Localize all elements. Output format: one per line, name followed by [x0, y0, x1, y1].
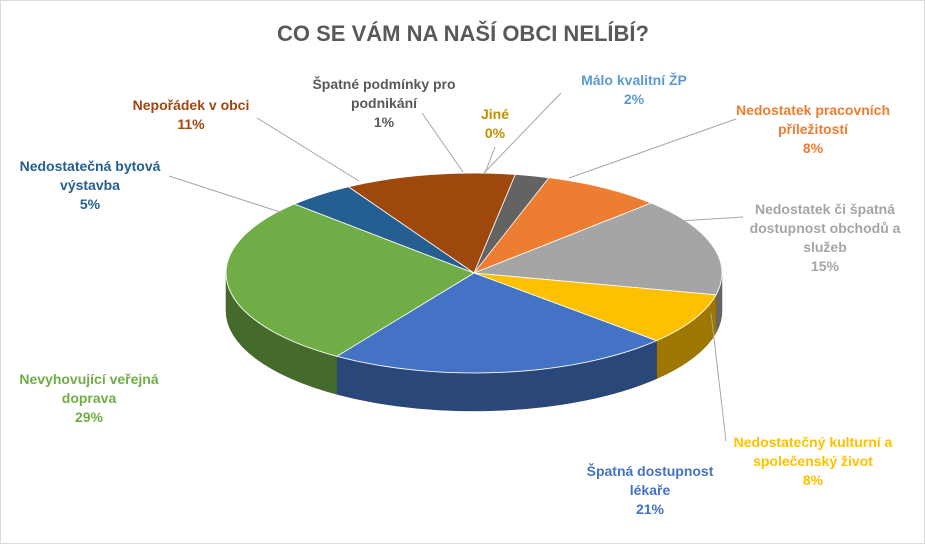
data-label-text-8: Nepořádek v obci	[133, 97, 250, 113]
data-label-pct-3: 15%	[811, 258, 840, 274]
leader-line-7	[168, 175, 284, 214]
data-label-text-1: Málo kvalitní ŽP	[581, 71, 687, 88]
data-labels: Jiné 0% Málo kvalitní ŽP 2% Nedostatek praco…	[19, 71, 900, 517]
data-label-pct-5: 21%	[636, 501, 665, 517]
leader-line-1	[483, 92, 562, 174]
chart-title: CO SE VÁM NA NAŠÍ OBCI NELÍBÍ?	[277, 21, 649, 46]
data-label-pct-0: 0%	[485, 125, 506, 141]
data-label-pct-2: 8%	[803, 140, 824, 156]
leader-line-3	[678, 216, 744, 222]
data-label-pct-8: 11%	[177, 116, 205, 132]
slice-3	[473, 202, 723, 296]
data-label-text-3: Nedostatek či špatná	[755, 201, 895, 217]
data-label-pct-7: 5%	[80, 196, 101, 212]
data-label-text-4: společenský život	[753, 453, 873, 469]
leader-line-0	[484, 146, 496, 174]
data-label-pct-6: 29%	[75, 409, 104, 425]
data-label-pct-1: 2%	[624, 91, 645, 107]
data-label-text-2: příležitostí	[778, 121, 849, 137]
slice-5	[335, 272, 658, 374]
slice-9	[473, 173, 550, 274]
data-label-text-5: Špatná dostupnost	[587, 462, 714, 479]
data-label-text-4: Nedostatečný kulturní a	[734, 434, 893, 450]
data-label-text-6: Nevyhovující veřejná	[19, 371, 159, 387]
data-label-text-6: doprava	[62, 390, 117, 406]
data-label-pct-9: 1%	[374, 114, 395, 130]
leader-lines	[168, 92, 744, 442]
leader-line-2	[568, 118, 737, 179]
data-label-text-0: Jiné	[481, 106, 509, 122]
data-label-text-3: dostupnost obchodů a	[750, 220, 901, 236]
data-label-pct-4: 8%	[803, 472, 824, 488]
data-label-text-7: Nedostatečná bytová	[20, 158, 161, 174]
slice-8	[347, 172, 516, 274]
data-label-text-9: podnikání	[351, 95, 418, 111]
data-label-text-5: lékaře	[630, 482, 671, 498]
leader-line-9	[421, 112, 464, 173]
leader-line-4	[710, 312, 727, 442]
data-label-text-2: Nedostatek pracovních	[736, 102, 890, 118]
data-label-text-7: výstavba	[60, 177, 120, 193]
data-label-text-3: služeb	[803, 239, 847, 255]
pie-tops	[225, 172, 723, 374]
pie-rim	[225, 172, 723, 374]
data-label-text-9: Špatné podmínky pro	[312, 75, 455, 92]
slice-6	[225, 203, 475, 357]
slice-4	[473, 272, 717, 342]
leader-line-8	[256, 117, 360, 182]
